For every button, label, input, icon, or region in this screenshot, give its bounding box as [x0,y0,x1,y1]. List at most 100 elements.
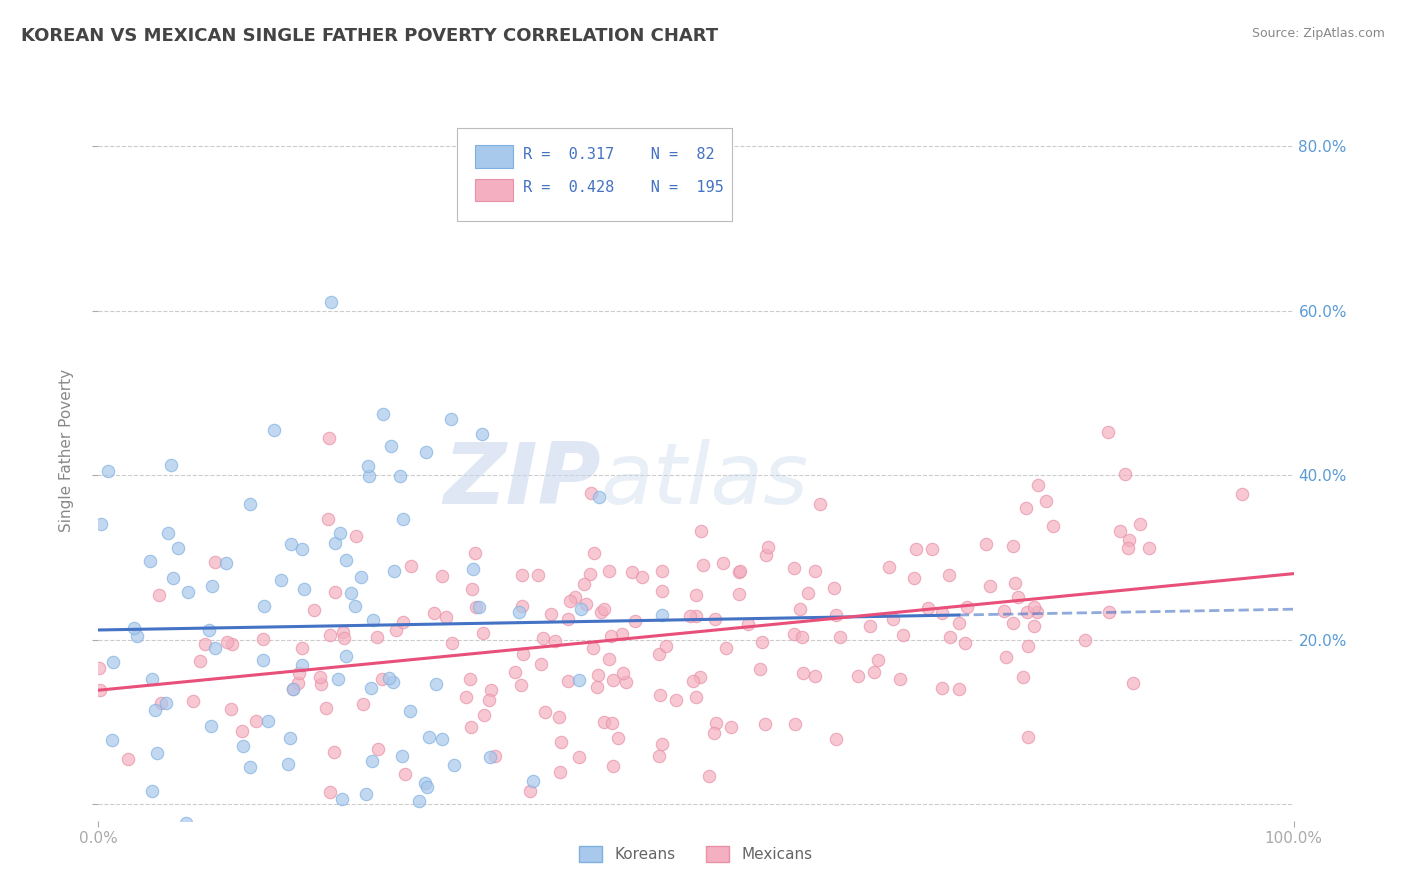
Point [198,623,221,637]
Point [101,655,124,669]
Point [263,423,285,437]
Point [1097,425,1119,439]
Point [1139,541,1161,556]
Point [690,524,713,538]
Point [579,567,602,582]
Point [1098,606,1121,620]
Point [575,597,598,611]
Point [544,634,567,648]
Point [804,669,827,683]
Point [755,549,778,563]
Point [287,676,309,690]
Point [465,599,488,614]
Point [863,665,886,679]
Point [512,647,534,661]
Point [558,594,581,608]
Point [316,512,339,526]
Point [848,669,870,683]
Point [550,735,572,749]
Point [789,602,811,616]
Point [714,641,737,656]
Point [564,590,586,604]
Point [730,564,752,578]
Point [325,584,347,599]
Point [979,579,1001,593]
Point [665,692,688,706]
Point [720,720,742,734]
Point [270,574,292,588]
Point [239,498,262,512]
Point [679,609,702,624]
Point [993,604,1015,618]
Point [808,497,831,511]
Point [974,537,997,551]
Point [422,606,444,620]
Point [149,696,172,710]
Point [1004,576,1026,591]
Point [354,787,377,801]
Point [1074,633,1097,648]
Point [905,541,928,556]
Point [245,714,267,728]
Point [828,630,851,644]
Point [148,589,170,603]
Point [381,674,404,689]
Point [569,601,592,615]
Point [651,737,673,751]
FancyBboxPatch shape [457,128,733,221]
Point [440,412,463,426]
Point [101,732,124,747]
Point [141,672,163,686]
Point [360,681,382,695]
Point [430,731,453,746]
Point [257,714,280,728]
Point [547,710,569,724]
Point [737,616,759,631]
Point [1129,516,1152,531]
Point [384,624,406,638]
Point [350,570,373,584]
Point [382,565,405,579]
Point [141,784,163,798]
Point [917,600,939,615]
Text: R =  0.317    N =  82: R = 0.317 N = 82 [523,147,714,161]
Point [399,704,422,718]
Point [866,653,889,667]
Point [804,564,827,578]
Point [598,652,620,666]
Point [367,742,389,756]
Point [598,565,620,579]
Point [215,556,238,570]
Point [344,599,367,613]
Point [166,541,188,556]
Point [97,464,120,478]
Point [478,693,501,707]
Point [825,607,848,622]
Point [704,716,727,731]
Point [921,542,943,557]
Point [689,670,711,684]
Point [510,599,533,614]
Y-axis label: Single Father Poverty: Single Father Poverty [59,369,75,532]
Point [612,666,634,681]
Point [292,582,315,596]
Point [464,546,486,560]
Point [592,601,614,615]
Point [889,672,911,686]
Point [648,688,671,702]
Point [593,714,616,729]
Point [882,612,904,626]
Point [252,632,274,647]
Point [371,408,394,422]
Point [188,654,211,668]
Point [252,599,274,613]
Point [416,780,439,794]
Point [588,490,610,504]
Point [948,681,970,696]
Point [371,673,394,687]
Point [232,739,254,753]
Point [583,546,606,560]
Point [754,717,776,731]
Point [353,697,375,711]
Point [602,673,624,687]
